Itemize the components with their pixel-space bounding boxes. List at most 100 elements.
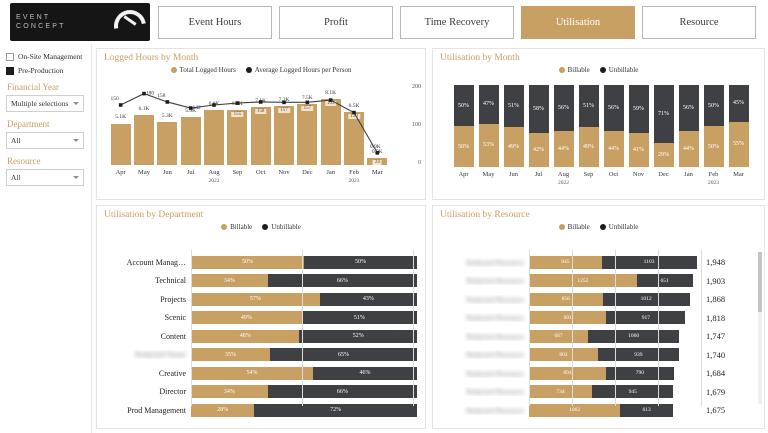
- stacked-column[interactable]: 56% 44%: [678, 85, 699, 167]
- segment-unbillable[interactable]: 71%: [653, 85, 674, 144]
- line-marker[interactable]: [282, 100, 286, 105]
- stacked-column[interactable]: 50% 50%: [703, 85, 724, 167]
- resource-row[interactable]: Redacted Resource 894 790 1,684: [441, 365, 759, 381]
- segment-unbillable[interactable]: 51%: [301, 311, 417, 324]
- segment-billable[interactable]: 28%: [191, 403, 255, 417]
- resource-row[interactable]: Redacted Resource 845 1103 1,948: [441, 254, 759, 270]
- segment-unbillable[interactable]: 52%: [299, 329, 417, 343]
- bar-column[interactable]: 158: [250, 83, 271, 165]
- bar-column[interactable]: [110, 83, 131, 165]
- line-marker[interactable]: [258, 100, 263, 104]
- bar-total-logged-hours[interactable]: 130: [344, 112, 364, 165]
- segment-unbillable[interactable]: 50%: [304, 255, 417, 269]
- department-row[interactable]: Redacted Name 35% 65%: [105, 347, 417, 363]
- segment-billable[interactable]: 41%: [628, 133, 649, 167]
- tab-utilisation[interactable]: Utilisation: [521, 6, 635, 39]
- segment-unbillable[interactable]: 66%: [267, 385, 417, 398]
- bar-total-logged-hours[interactable]: [204, 109, 224, 165]
- bar-total-logged-hours[interactable]: 155: [227, 109, 248, 165]
- bar-column[interactable]: [134, 83, 154, 165]
- segment-billable[interactable]: 35%: [191, 348, 271, 361]
- segment-billable[interactable]: 1062: [529, 403, 621, 417]
- segment-unbillable[interactable]: 66%: [267, 274, 417, 287]
- bar-column[interactable]: [204, 83, 224, 165]
- bar-column[interactable]: 130: [344, 83, 364, 165]
- segment-unbillable[interactable]: 56%: [678, 85, 699, 131]
- filter-select-department[interactable]: All: [6, 132, 84, 149]
- segment-billable[interactable]: 44%: [678, 130, 699, 167]
- bar-total-logged-hours[interactable]: 24: [367, 157, 388, 165]
- bar-column[interactable]: [180, 83, 201, 165]
- line-marker[interactable]: [165, 100, 170, 104]
- bar-total-logged-hours[interactable]: [180, 116, 201, 165]
- bar-total-logged-hours[interactable]: 163: [320, 99, 341, 165]
- segment-unbillable[interactable]: 1060: [588, 329, 680, 343]
- stacked-column[interactable]: 47% 53%: [478, 85, 499, 167]
- tab-event-hours[interactable]: Event Hours: [158, 6, 272, 39]
- bar-column[interactable]: [157, 83, 178, 165]
- line-marker[interactable]: [305, 100, 310, 105]
- filter-select-financial-year[interactable]: Multiple selections: [6, 95, 84, 112]
- department-row[interactable]: Account Manag… 50% 50%: [105, 254, 417, 270]
- segment-unbillable[interactable]: 51%: [578, 85, 599, 127]
- bar-total-logged-hours[interactable]: 157: [297, 103, 318, 165]
- stacked-column[interactable]: 51% 49%: [578, 85, 599, 167]
- segment-unbillable[interactable]: 790: [605, 366, 674, 380]
- department-row[interactable]: Content 48% 52%: [105, 328, 417, 344]
- stacked-column[interactable]: 56% 44%: [553, 85, 574, 167]
- segment-unbillable[interactable]: 59%: [628, 85, 649, 134]
- segment-unbillable[interactable]: 46%: [313, 366, 417, 380]
- stacked-column[interactable]: 45% 55%: [728, 85, 749, 167]
- line-marker[interactable]: [328, 98, 333, 102]
- department-row[interactable]: Scenic 49% 51%: [105, 310, 417, 326]
- bar-total-logged-hours[interactable]: [110, 123, 131, 165]
- department-row[interactable]: Creative 54% 46%: [105, 365, 417, 381]
- segment-billable[interactable]: 44%: [553, 130, 574, 167]
- segment-unbillable[interactable]: 651: [636, 274, 693, 287]
- bar-column[interactable]: 157: [274, 83, 294, 165]
- segment-billable[interactable]: 49%: [191, 311, 302, 324]
- bar-column[interactable]: 24: [367, 83, 388, 165]
- segment-billable[interactable]: 34%: [191, 385, 268, 398]
- bar-total-logged-hours[interactable]: [134, 115, 154, 165]
- segment-unbillable[interactable]: 56%: [553, 85, 574, 131]
- resource-row[interactable]: Redacted Resource 687 1060 1,747: [441, 328, 759, 344]
- bar-column[interactable]: 155: [227, 83, 248, 165]
- segment-unbillable[interactable]: 50%: [703, 85, 724, 126]
- segment-unbillable[interactable]: 939: [597, 348, 679, 361]
- tab-profit[interactable]: Profit: [279, 6, 393, 39]
- segment-billable[interactable]: 49%: [503, 126, 524, 167]
- resource-row[interactable]: Redacted Resource 856 1012 1,868: [441, 291, 759, 307]
- segment-unbillable[interactable]: 47%: [478, 85, 499, 124]
- segment-billable[interactable]: 42%: [528, 132, 549, 167]
- segment-unbillable[interactable]: 58%: [528, 85, 549, 133]
- resource-row[interactable]: Redacted Resource 1252 651 1,903: [441, 273, 759, 289]
- chevron-down-icon[interactable]: [73, 102, 79, 105]
- resource-scrollbar[interactable]: [758, 252, 762, 404]
- resource-row[interactable]: Redacted Resource 1062 613 1,675: [441, 402, 759, 418]
- segment-unbillable[interactable]: 1012: [602, 292, 690, 306]
- segment-unbillable[interactable]: 50%: [453, 85, 474, 126]
- segment-billable[interactable]: 856: [529, 292, 603, 306]
- segment-billable[interactable]: 57%: [191, 292, 320, 306]
- department-row[interactable]: Prod Management 28% 72%: [105, 402, 417, 418]
- stacked-column[interactable]: 51% 49%: [503, 85, 524, 167]
- stacked-column[interactable]: 59% 41%: [628, 85, 649, 167]
- segment-billable[interactable]: 50%: [191, 255, 304, 269]
- segment-unbillable[interactable]: 51%: [503, 85, 524, 127]
- segment-billable[interactable]: 54%: [191, 366, 314, 380]
- resource-row[interactable]: Redacted Resource 734 945 1,679: [441, 384, 759, 400]
- bar-column[interactable]: 157: [297, 83, 318, 165]
- stacked-column[interactable]: 56% 44%: [603, 85, 624, 167]
- segment-unbillable[interactable]: 43%: [319, 292, 417, 306]
- resource-row[interactable]: Redacted Resource 802 939 1,740: [441, 347, 759, 363]
- chevron-down-icon[interactable]: [73, 139, 79, 142]
- segment-billable[interactable]: 29%: [653, 143, 674, 167]
- checkbox-icon[interactable]: [6, 52, 14, 61]
- stacked-column[interactable]: 50% 50%: [453, 85, 474, 167]
- segment-billable[interactable]: 802: [529, 348, 598, 361]
- segment-billable[interactable]: 50%: [453, 126, 474, 167]
- segment-billable[interactable]: 734: [529, 385, 593, 398]
- segment-billable[interactable]: 1252: [529, 274, 637, 287]
- tab-resource[interactable]: Resource: [642, 6, 756, 39]
